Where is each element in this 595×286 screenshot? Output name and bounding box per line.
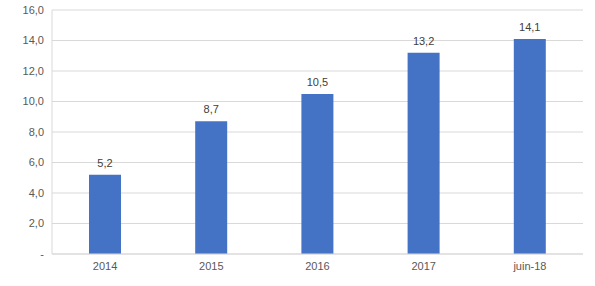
- svg-text:juin-18: juin-18: [512, 260, 546, 272]
- svg-text:2015: 2015: [199, 260, 223, 272]
- svg-text:-: -: [40, 248, 44, 260]
- svg-text:5,2: 5,2: [97, 157, 112, 169]
- svg-text:14,0: 14,0: [23, 34, 44, 46]
- svg-text:2016: 2016: [305, 260, 329, 272]
- svg-text:8,0: 8,0: [29, 126, 44, 138]
- svg-text:2,0: 2,0: [29, 217, 44, 229]
- svg-text:4,0: 4,0: [29, 187, 44, 199]
- svg-text:12,0: 12,0: [23, 65, 44, 77]
- svg-text:14,1: 14,1: [519, 21, 540, 33]
- svg-text:8,7: 8,7: [204, 103, 219, 115]
- svg-text:2014: 2014: [93, 260, 117, 272]
- svg-text:10,0: 10,0: [23, 95, 44, 107]
- svg-text:2017: 2017: [411, 260, 435, 272]
- svg-text:13,2: 13,2: [413, 35, 434, 47]
- svg-text:6,0: 6,0: [29, 156, 44, 168]
- svg-text:16,0: 16,0: [23, 4, 44, 16]
- svg-text:10,5: 10,5: [307, 76, 328, 88]
